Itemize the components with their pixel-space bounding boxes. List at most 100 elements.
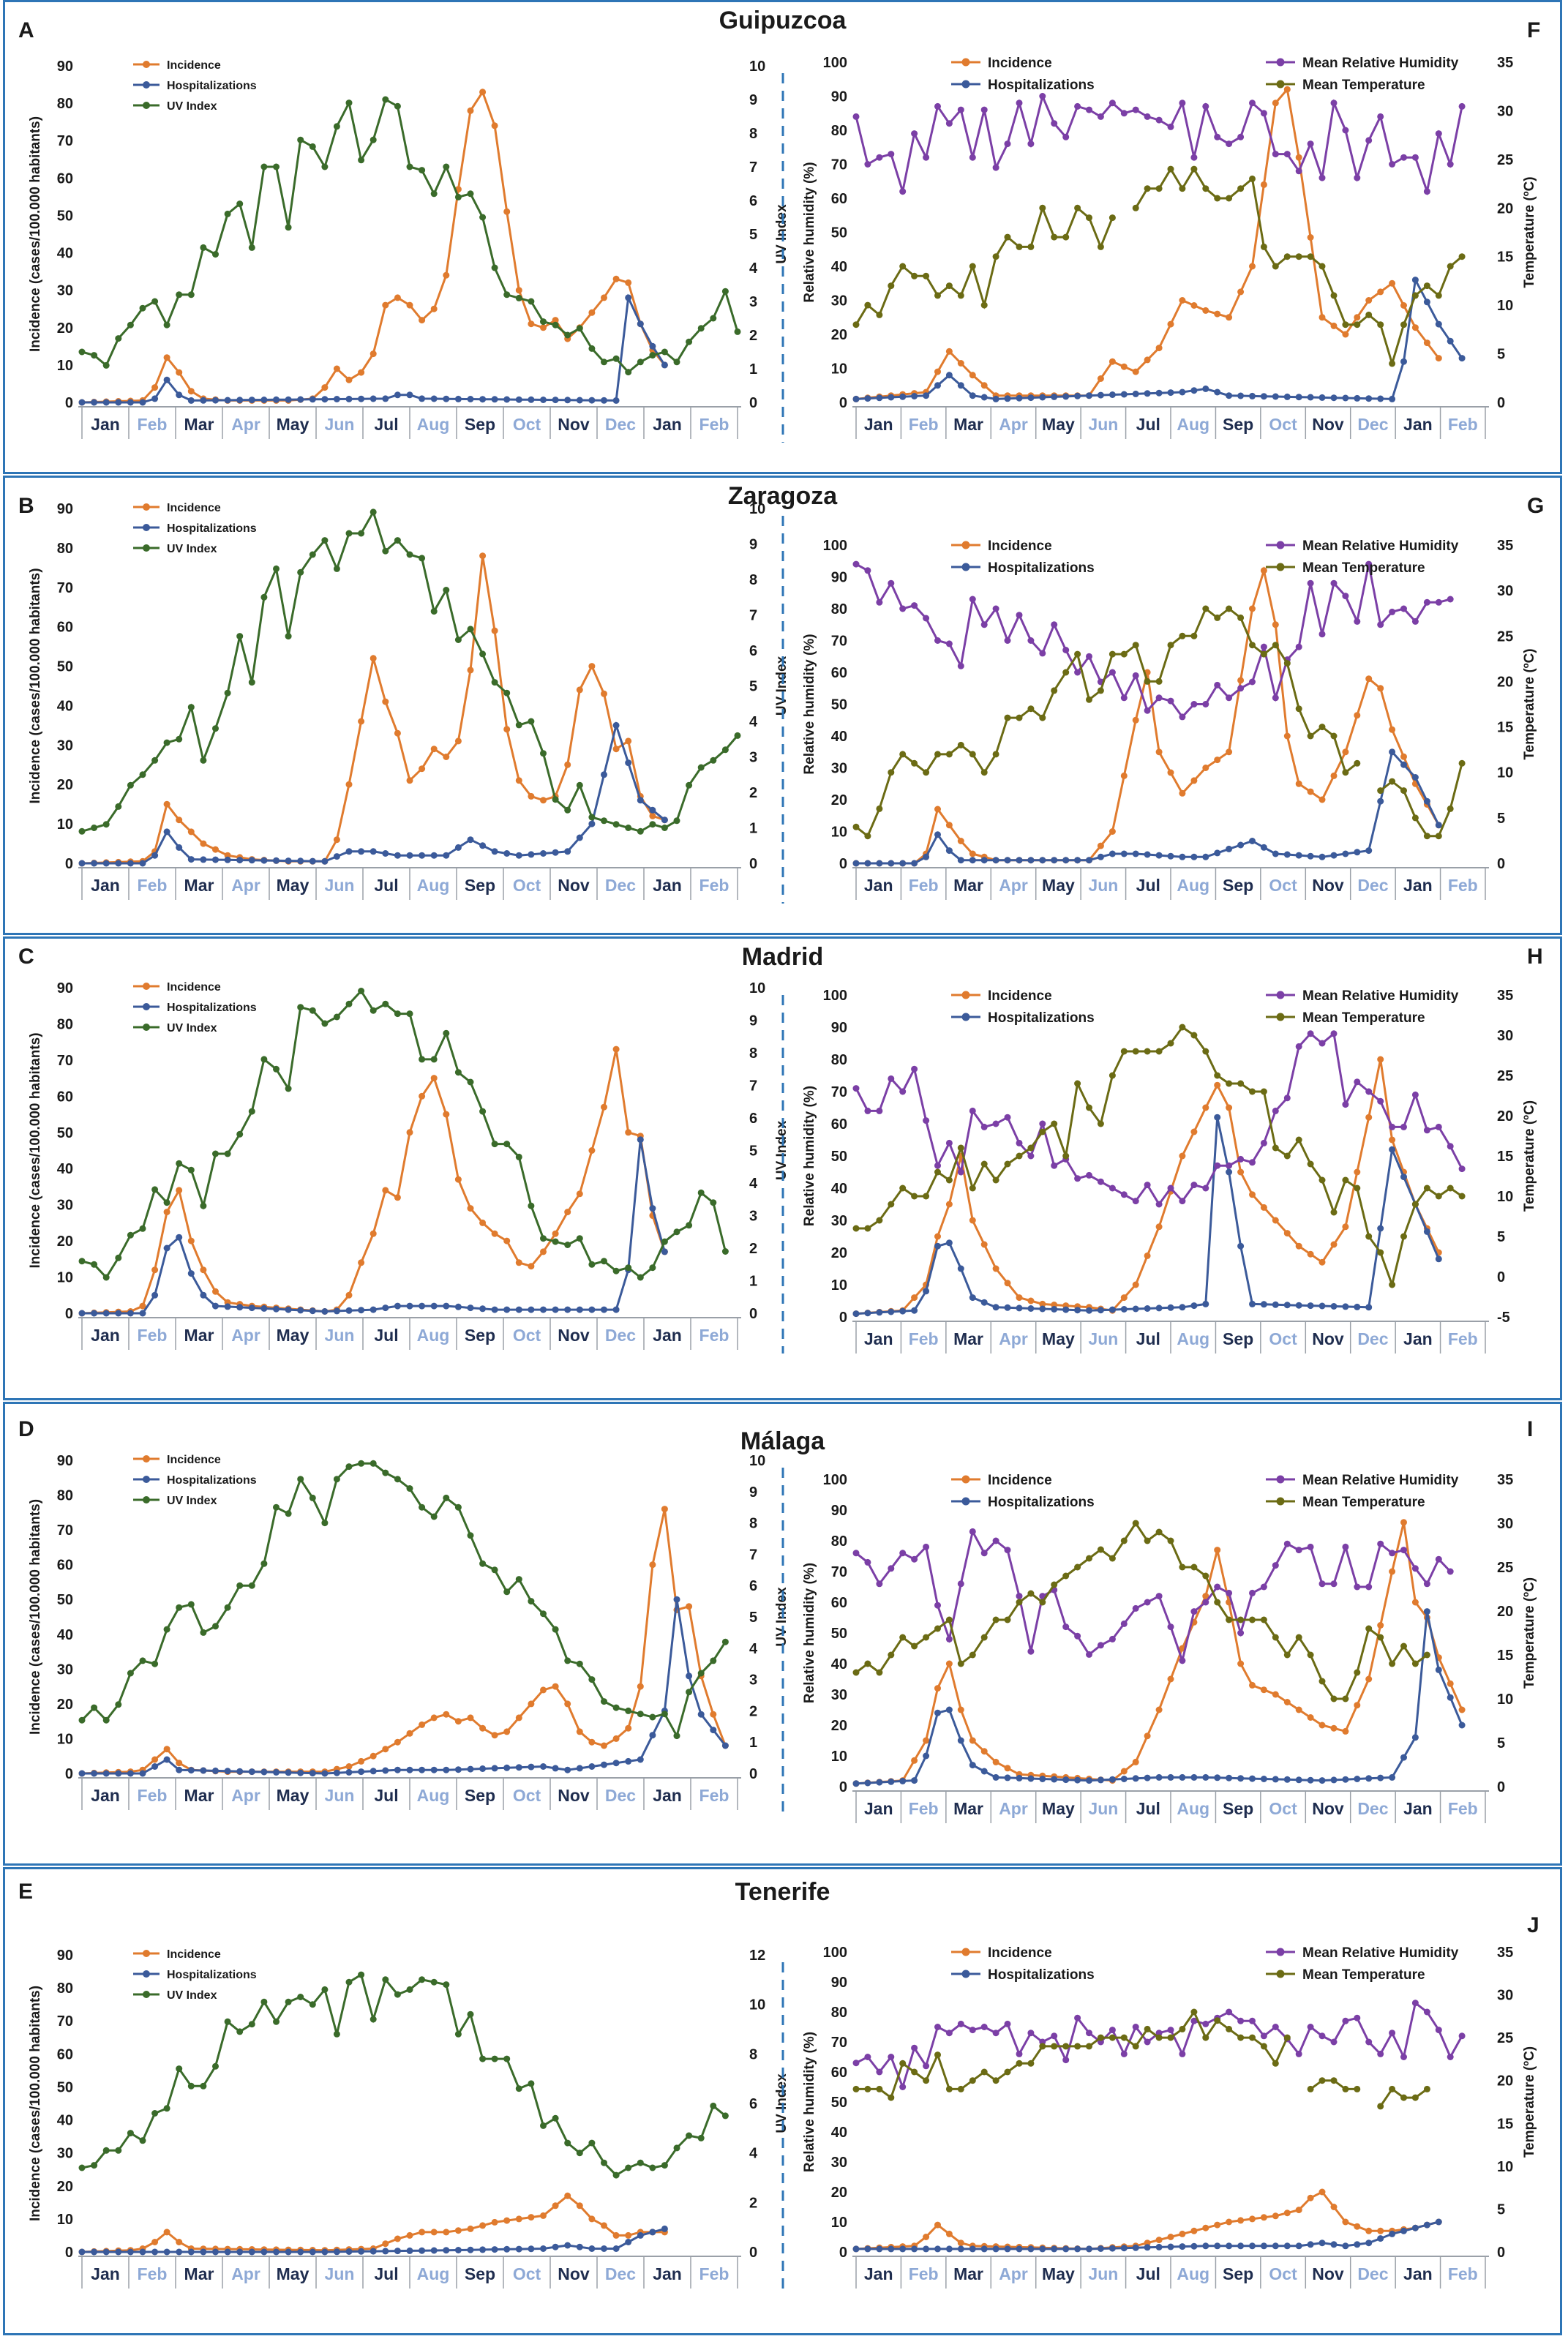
mean-relative-humidity-point (969, 154, 976, 161)
hospitalizations-point (1004, 395, 1011, 402)
legend-label: Incidence (988, 1473, 1052, 1488)
mean-relative-humidity-point (1342, 593, 1349, 600)
mean-temperature-point (1155, 677, 1163, 685)
legend-marker (143, 544, 150, 552)
mean-temperature-point (1237, 1080, 1245, 1087)
mean-relative-humidity-line (855, 2001, 1463, 2091)
region-title: Madrid (741, 943, 824, 971)
hospitalizations-point (443, 2247, 450, 2254)
y-tick-label: 100 (823, 55, 847, 71)
mean-temperature-point (1074, 650, 1081, 658)
hospitalizations-point (1260, 2242, 1267, 2250)
mean-relative-humidity-point (888, 2054, 895, 2060)
y-tick-label: 20 (831, 1245, 847, 1261)
uv-index-point (419, 1056, 426, 1063)
month-label: Jan (91, 1326, 120, 1345)
incidence-point (1318, 796, 1326, 803)
mean-temperature-point (911, 2068, 918, 2076)
legend-label: Mean Relative Humidity (1302, 1945, 1459, 1961)
incidence-line (81, 555, 665, 865)
hospitalizations-point (236, 1304, 244, 1311)
month-label: Apr (999, 415, 1028, 434)
uv-index-point (454, 1069, 462, 1076)
mean-temperature-point (1283, 253, 1291, 260)
hospitalizations-point (1307, 852, 1314, 860)
hospitalizations-point (139, 1310, 146, 1317)
hospitalizations-point (503, 1306, 511, 1313)
uv-index-point (394, 102, 401, 110)
incidence-point (163, 2229, 170, 2236)
incidence-point (430, 1714, 438, 1722)
zaragoza-left-panel: 0102030405060708090012345678910Incidence… (28, 501, 789, 904)
incidence-point (187, 828, 195, 836)
month-label: Apr (999, 876, 1028, 895)
mean-relative-humidity-point (864, 161, 871, 168)
y-tick-label: 10 (57, 816, 73, 833)
mean-relative-humidity-point (1272, 694, 1279, 702)
hospitalizations-point (1062, 1776, 1070, 1784)
uv-index-point (637, 2159, 644, 2166)
y-tick-label: 40 (57, 1161, 73, 1177)
month-label: Jul (1136, 1799, 1160, 1818)
uv-index-point (200, 1629, 207, 1636)
hospitalizations-point (1435, 822, 1442, 829)
hospitalizations-point (864, 1310, 871, 1317)
hospitalizations-point (1342, 394, 1349, 402)
hospitalizations-point (503, 850, 511, 857)
incidence-point (588, 1738, 596, 1746)
hospitalizations-point (923, 853, 930, 860)
legend-label: Incidence (167, 981, 221, 994)
mean-relative-humidity-point (1354, 2014, 1361, 2021)
hospitalizations-point (224, 397, 231, 404)
incidence-point (1144, 1252, 1151, 1259)
mean-temperature-line (855, 1521, 1428, 1700)
incidence-point (1249, 263, 1256, 270)
incidence-point (1365, 1114, 1373, 1121)
y2-tick-label: 10 (749, 59, 765, 75)
mean-relative-humidity-point (1295, 1043, 1302, 1050)
incidence-point (515, 287, 522, 294)
legend-label: Hospitalizations (167, 1002, 257, 1014)
uv-index-point (601, 2159, 607, 2166)
mean-temperature-point (1435, 292, 1442, 299)
hospitalizations-point (91, 1770, 98, 1777)
mean-relative-humidity-point (1016, 1139, 1023, 1146)
hospitalizations-point (1283, 1776, 1291, 1783)
hospitalizations-point (1330, 1303, 1338, 1310)
mean-relative-humidity-point (1074, 669, 1081, 676)
mean-temperature-point (1318, 263, 1326, 270)
y2-tick-label: 0 (749, 395, 757, 411)
y-tick-label: 80 (57, 541, 73, 557)
uv-index-point (78, 827, 86, 835)
y2-axis-title: Temperature (ºC) (1522, 176, 1537, 288)
month-label: Feb (909, 1329, 939, 1348)
incidence-point (382, 2240, 389, 2248)
month-label: May (1042, 2264, 1075, 2283)
hospitalizations-point (552, 397, 559, 404)
uv-index-point (710, 2102, 717, 2109)
month-label: Feb (138, 415, 168, 434)
mean-temperature-point (969, 1651, 976, 1659)
uv-index-point (697, 1189, 705, 1196)
month-label: Sep (465, 1786, 495, 1805)
month-label: Jun (325, 876, 355, 895)
hospitalizations-point (957, 1265, 964, 1272)
mean-relative-humidity-point (852, 560, 860, 568)
mean-relative-humidity-point (864, 1107, 871, 1114)
y-tick-label: 70 (831, 157, 847, 173)
y2-tick-label: 12 (749, 1948, 765, 1964)
incidence-point (1365, 1675, 1373, 1683)
hospitalizations-point (1202, 2242, 1209, 2250)
uv-index-point (576, 1235, 583, 1242)
mean-temperature-point (1377, 2103, 1384, 2110)
hospitalizations-point (980, 394, 988, 401)
month-label: Sep (1223, 876, 1253, 895)
mean-relative-humidity-point (934, 102, 941, 110)
mean-temperature-point (1039, 204, 1046, 211)
hospitalizations-point (1458, 1722, 1466, 1729)
y-tick-label: 20 (831, 327, 847, 343)
mean-relative-humidity-point (1214, 133, 1221, 140)
incidence-point (1214, 2221, 1221, 2229)
incidence-point (1283, 732, 1291, 740)
uv-index-point (564, 2139, 571, 2147)
